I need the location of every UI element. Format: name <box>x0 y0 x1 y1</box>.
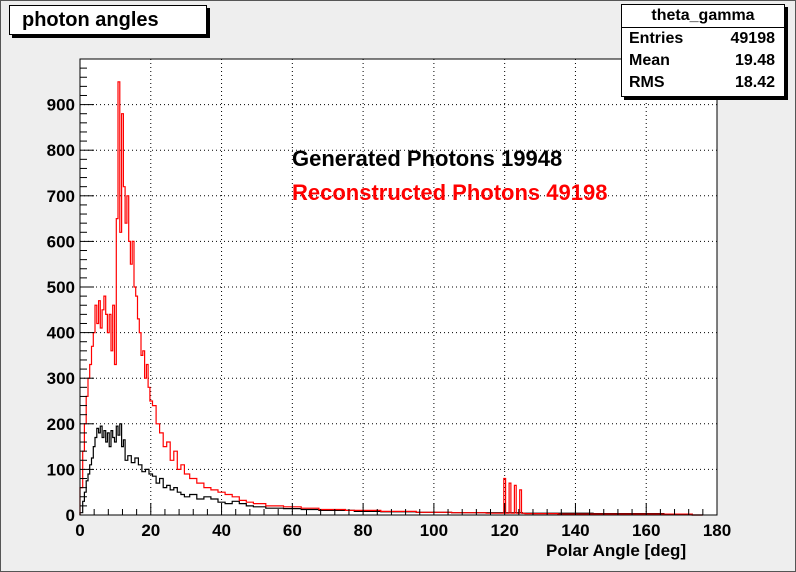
grid <box>80 59 717 515</box>
y-tick-label: 200 <box>47 415 75 434</box>
stats-label: RMS <box>629 74 665 91</box>
x-tick-label: 160 <box>632 521 660 540</box>
x-tick-label: 180 <box>703 521 731 540</box>
y-tick-label: 900 <box>47 96 75 115</box>
x-tick-label: 80 <box>354 521 373 540</box>
stats-name: theta_gamma <box>622 5 784 28</box>
stats-box: theta_gamma Entries 49198 Mean 19.48 RMS… <box>621 4 785 97</box>
stats-label: Entries <box>629 30 684 47</box>
legend-generated: Generated Photons 19948 <box>292 146 563 171</box>
y-tick-label: 400 <box>47 324 75 343</box>
y-tick-label: 800 <box>47 141 75 160</box>
y-tick-label: 700 <box>47 187 75 206</box>
y-tick-label: 100 <box>47 460 75 479</box>
histogram-title: photon angles <box>9 5 207 35</box>
stats-value: 19.48 <box>734 52 775 69</box>
x-tick-label: 100 <box>420 521 448 540</box>
x-tick-label: 140 <box>561 521 589 540</box>
stats-value: 49198 <box>730 30 776 47</box>
stats-value: 18.42 <box>734 74 775 91</box>
x-tick-label: 60 <box>283 521 302 540</box>
x-tick-label: 40 <box>212 521 231 540</box>
x-tick-label: 20 <box>141 521 160 540</box>
series-layer <box>79 81 703 516</box>
stats-row-rms: RMS 18.42 <box>622 72 784 94</box>
series-reconstructed-line <box>79 81 703 516</box>
plot-frame-fill <box>80 59 717 515</box>
x-tick-label: 0 <box>75 521 84 540</box>
legend-reconstructed: Reconstructed Photons 49198 <box>292 180 608 205</box>
y-tick-label: 300 <box>47 369 75 388</box>
ticks: 0 20 40 60 80 100 120 140 160 180 0 100 200 300 400 500… <box>47 67 731 540</box>
series-generated-line <box>79 423 703 516</box>
stats-row-entries: Entries 49198 <box>622 28 784 50</box>
y-tick-label: 500 <box>47 278 75 297</box>
stats-label: Mean <box>629 52 670 69</box>
stats-row-mean: Mean 19.48 <box>622 50 784 72</box>
x-axis-label: Polar Angle [deg] <box>546 541 687 560</box>
y-tick-label: 0 <box>66 506 75 525</box>
x-tick-label: 120 <box>490 521 518 540</box>
y-tick-label: 600 <box>47 232 75 251</box>
